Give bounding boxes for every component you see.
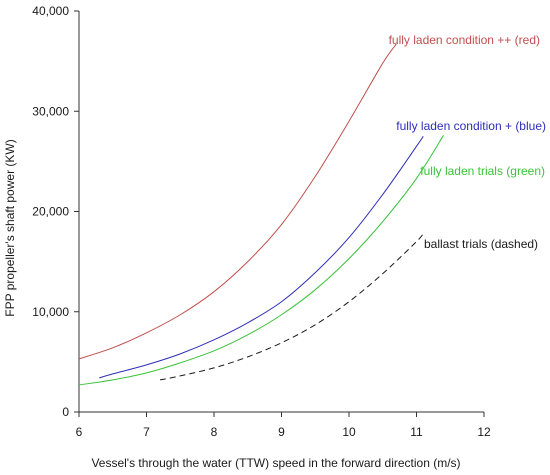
- y-tick-label: 30,000: [32, 104, 69, 118]
- x-tick-label: 9: [278, 425, 285, 439]
- series-line-1: [78, 43, 397, 360]
- y-tick-label: 40,000: [32, 4, 69, 18]
- x-tick-label: 6: [76, 425, 83, 439]
- x-tick-label: 12: [477, 425, 491, 439]
- series-line-4: [159, 233, 424, 381]
- series-lines: [78, 43, 444, 386]
- series-line-3: [78, 135, 444, 386]
- x-tick-label: 11: [410, 425, 423, 439]
- x-axis-title: Vessel's through the water (TTW) speed i…: [91, 456, 460, 470]
- series-label-1: fully laden condition ++ (red): [389, 33, 540, 47]
- series-label-4: ballast trials (dashed): [424, 237, 538, 251]
- series-line-2: [99, 136, 424, 379]
- y-tick-label: 0: [62, 405, 69, 419]
- y-tick-label: 10,000: [32, 305, 69, 319]
- series-label-3: fully laden trials (green): [420, 164, 545, 178]
- y-axis-title: FPP propeller's shaft power (KW): [3, 139, 17, 316]
- series-labels: fully laden condition ++ (red) fully lade…: [389, 33, 546, 251]
- series-label-2: fully laden condition + (blue): [396, 119, 546, 133]
- tick-labels: 6 7 8 9 10 11 12 0 10,000 20,000 30,000 40,000: [32, 4, 491, 439]
- x-tick-label: 7: [143, 425, 150, 439]
- x-tick-label: 8: [211, 425, 218, 439]
- y-tick-label: 20,000: [32, 205, 69, 219]
- axes: [74, 10, 485, 417]
- x-tick-label: 10: [342, 425, 356, 439]
